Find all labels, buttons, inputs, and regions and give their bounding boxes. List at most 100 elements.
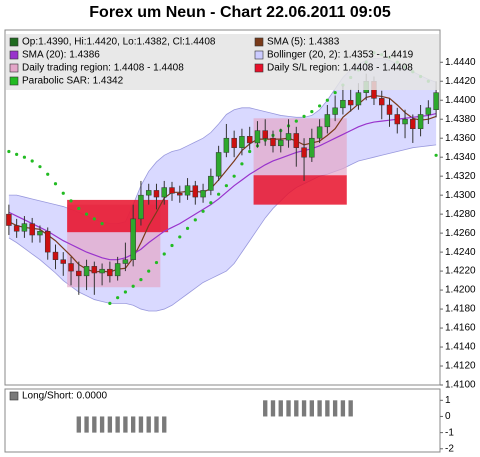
candle-body: [177, 193, 183, 196]
sar-dot: [53, 182, 58, 186]
candle-body: [169, 187, 175, 194]
sar-dot: [7, 149, 11, 154]
region: [67, 199, 169, 233]
legend-label: SMA (5): 1.4383: [267, 37, 340, 48]
candle-body: [301, 147, 307, 158]
bollinger-lower: [8, 144, 437, 312]
bar: [162, 416, 167, 433]
candle-body: [410, 118, 416, 129]
sar-dot: [100, 222, 104, 226]
bar: [123, 416, 128, 433]
bar: [138, 416, 144, 433]
sar-dot: [123, 290, 128, 294]
sar-dot: [92, 217, 96, 221]
candle-body: [114, 263, 121, 277]
legend-label: Parabolic SAR: 1.4342: [22, 76, 124, 87]
candle-body: [145, 190, 152, 196]
candle-body: [417, 114, 424, 129]
legend-label: Daily S/L region: 1.4408 - 1.4408: [267, 63, 413, 74]
y-tick-label: 1: [445, 395, 451, 406]
sar-dot: [22, 155, 27, 159]
legend-swatch: [9, 76, 19, 86]
candle-body: [309, 137, 315, 158]
sar-dot: [170, 243, 174, 248]
sar-dot: [15, 152, 19, 156]
sar-dot: [178, 235, 182, 239]
sar-dot: [139, 278, 143, 282]
bar: [84, 416, 89, 433]
candle-body: [76, 270, 82, 277]
legend-label: Bollinger (20, 2): 1.4353 - 1.4419: [267, 50, 414, 61]
candle-body: [60, 259, 66, 264]
y-tick-label: 1.4420: [445, 76, 476, 87]
y-tick-label: 1.4160: [445, 323, 476, 334]
bar: [286, 400, 291, 417]
sar-dot: [317, 104, 322, 108]
y-tick-label: 1.4220: [445, 266, 476, 277]
sar-dot: [69, 199, 73, 203]
sar-dot: [302, 114, 306, 118]
bar: [107, 416, 113, 433]
candle-body: [208, 175, 214, 191]
indicator-line: [8, 94, 437, 273]
candle-body: [13, 225, 20, 232]
candle-body: [425, 107, 432, 115]
legend-swatch: [254, 63, 264, 73]
sar-dot: [294, 119, 298, 123]
y-tick-label: 1.4100: [445, 380, 476, 391]
y-tick-label: -2: [445, 443, 454, 454]
bar: [332, 400, 338, 417]
sar-dot: [162, 252, 166, 256]
candle-body: [340, 99, 346, 109]
sar-dot: [201, 209, 205, 213]
bar: [317, 400, 322, 417]
y-tick-label: 1.4360: [445, 133, 476, 144]
sar-dot: [434, 153, 438, 157]
candle-body: [184, 185, 191, 196]
candle-body: [6, 213, 12, 226]
candle-body: [231, 137, 237, 148]
candle-body: [122, 259, 129, 264]
legend-label: SMA (20): 1.4386: [22, 50, 100, 61]
candle-body: [200, 190, 206, 198]
bar: [92, 416, 97, 433]
candle-body: [355, 92, 362, 106]
candle-body: [270, 137, 276, 147]
candle-body: [107, 268, 113, 277]
y-tick-label: 1.4400: [445, 95, 476, 106]
bar: [278, 400, 283, 417]
legend-swatch: [9, 63, 19, 73]
legend-swatch: [9, 50, 19, 60]
y-tick-label: 1.4340: [445, 152, 476, 163]
sar-dot: [185, 226, 190, 230]
candle-body: [192, 185, 199, 198]
sar-dot: [209, 201, 213, 205]
y-tick-label: -1: [445, 427, 454, 438]
sar-dot: [46, 172, 50, 176]
candle-body: [29, 223, 35, 236]
sar-dot: [30, 159, 34, 163]
bar: [348, 400, 353, 417]
candle-body: [433, 92, 439, 110]
candle-body: [223, 137, 230, 153]
candle-body: [138, 194, 144, 220]
legend-box: [6, 34, 439, 90]
sar-dot: [147, 269, 151, 273]
candle-body: [37, 230, 43, 236]
y-tick-label: 1.4320: [445, 171, 476, 182]
y-tick-label: 1.4280: [445, 209, 476, 220]
bar: [301, 400, 307, 417]
sar-dot: [38, 165, 42, 169]
candle-body: [21, 223, 28, 232]
sar-dot: [108, 301, 112, 305]
y-tick-label: 1.4300: [445, 190, 476, 201]
candle-body: [278, 139, 284, 147]
sar-dot: [248, 149, 252, 154]
legend-swatch: [9, 37, 19, 47]
candle-body: [402, 118, 408, 125]
indicator-line: [8, 112, 437, 261]
candle-body: [161, 187, 167, 198]
sar-dot: [232, 174, 236, 178]
sar-dot: [325, 98, 329, 102]
y-tick-label: 1.4120: [445, 361, 476, 372]
